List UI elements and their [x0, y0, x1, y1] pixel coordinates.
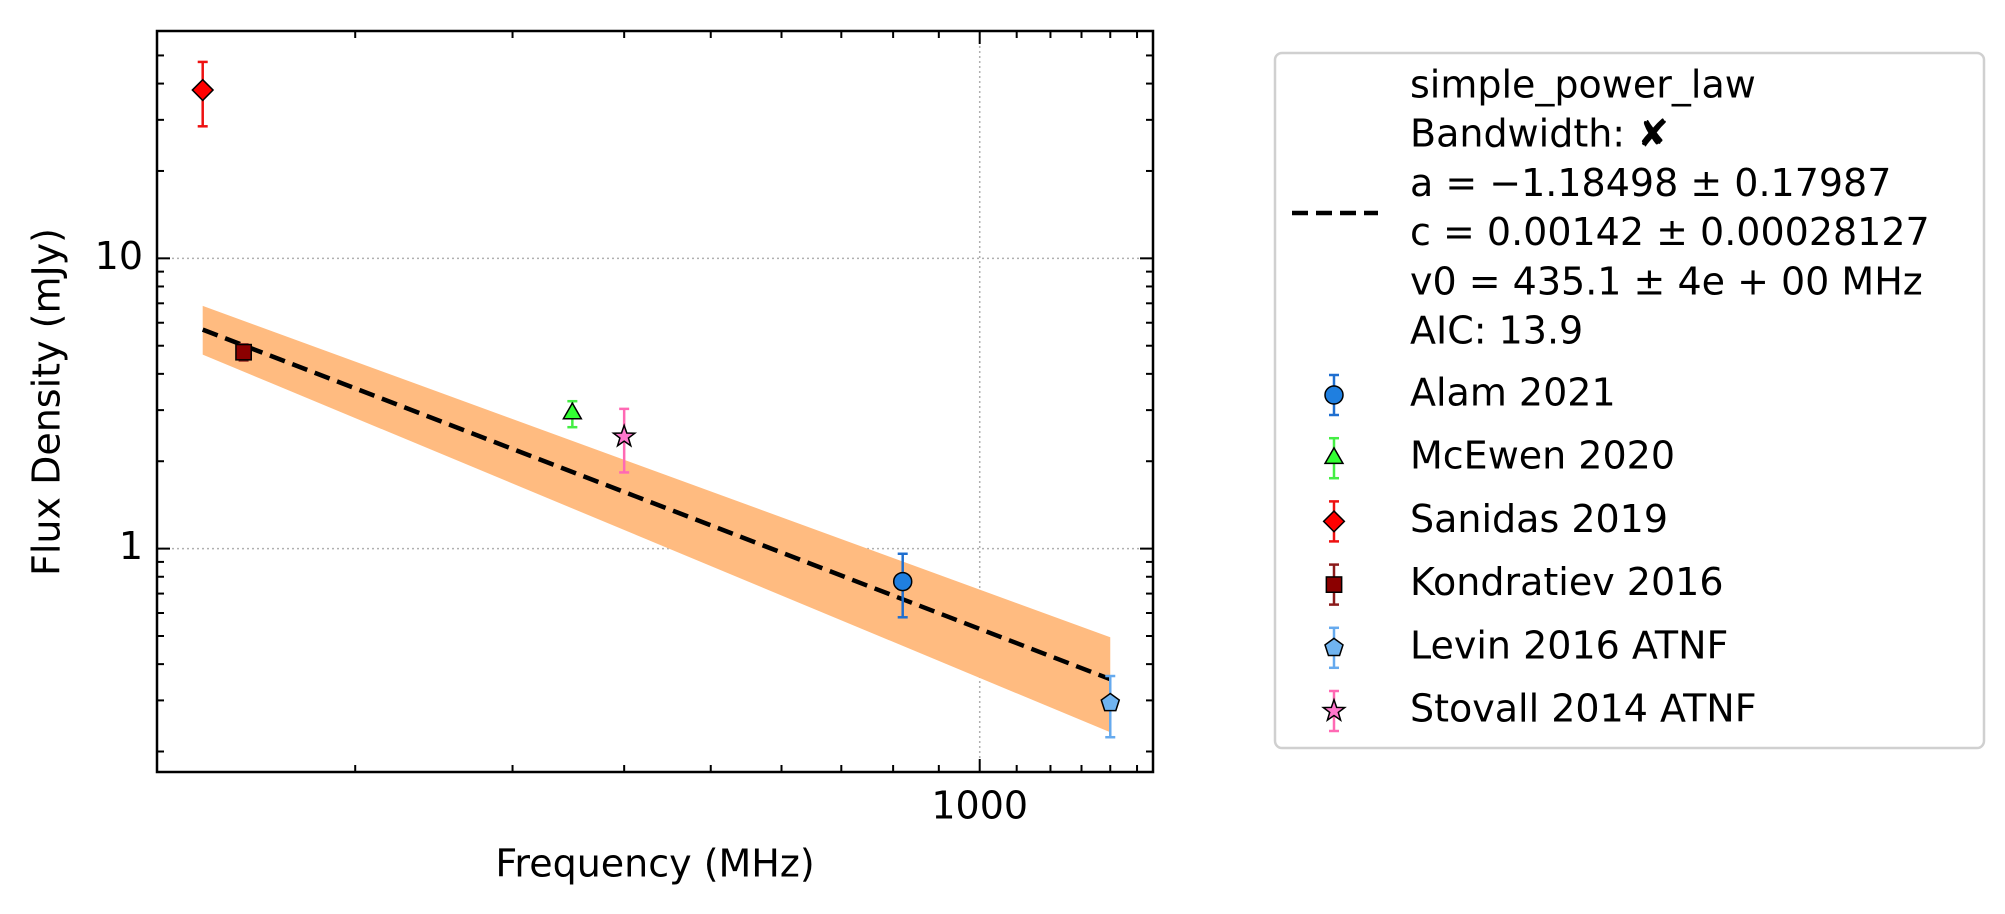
legend-box [1273, 51, 1986, 750]
legend-text: Alam 2021 [1410, 371, 1616, 415]
fit-line [201, 327, 1112, 682]
legend-text: Kondratiev 2016 [1410, 560, 1724, 604]
data-point [611, 423, 638, 448]
x-tick-label: 1000 [931, 784, 1028, 828]
legend-text: AIC: 13.9 [1410, 309, 1583, 353]
legend-marker [1324, 385, 1344, 405]
legend-text: v0 = 435.1 ± 4e + 00 MHz [1410, 259, 1923, 303]
plot-frame [155, 29, 1155, 774]
legend-text: Levin 2016 ATNF [1410, 623, 1728, 667]
data-point [1100, 692, 1121, 712]
data-point [562, 401, 583, 420]
y-tick-label: 10 [95, 234, 143, 278]
legend-marker [1322, 509, 1346, 533]
legend-text: c = 0.00142 ± 0.00028127 [1410, 210, 1930, 254]
legend-text: simple_power_law [1410, 63, 1756, 107]
x-axis-label: Frequency (MHz) [495, 842, 814, 886]
legend-marker [1321, 697, 1347, 722]
legend-marker [1324, 637, 1344, 657]
y-axis-label: Flux Density (mJy) [25, 228, 69, 576]
legend-text: a = −1.18498 ± 0.17987 [1410, 161, 1891, 205]
legend-text: Bandwidth: ✘ [1410, 112, 1669, 156]
legend-marker [1325, 576, 1343, 594]
legend-text: Sanidas 2019 [1410, 497, 1668, 541]
data-point [892, 571, 913, 592]
y-tick-label: 1 [119, 524, 143, 568]
legend-text: Stovall 2014 ATNF [1410, 687, 1757, 731]
data-point [191, 78, 215, 102]
fit-band [202, 305, 1111, 733]
legend-text: McEwen 2020 [1410, 434, 1675, 478]
data-point [235, 343, 252, 361]
legend-marker [1323, 446, 1345, 465]
